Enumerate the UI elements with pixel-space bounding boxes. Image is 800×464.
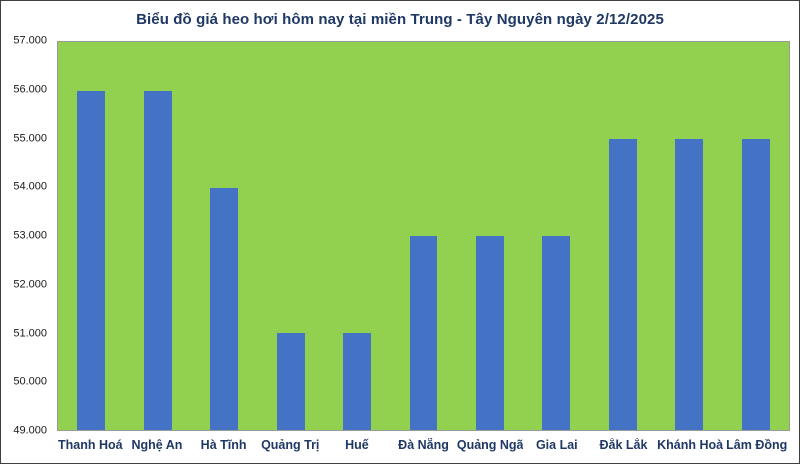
bar [210,187,239,430]
x-category-label: Đà Nẵng [398,438,449,452]
bar [608,139,637,430]
bar [276,333,305,430]
bar-slot [457,42,523,430]
x-category-label: Nghệ An [131,438,183,452]
bar [542,236,571,430]
y-tick-label: 56.000 [13,83,47,96]
y-tick-label: 57.000 [13,34,47,47]
chart-title: Biểu đồ giá heo hơi hôm nay tại miền Tru… [136,11,664,28]
x-category-label: Khánh Hoà [657,438,724,452]
x-category-label: Gia Lai [535,438,578,452]
bar-slot [656,42,722,430]
y-tick-label: 55.000 [13,132,47,144]
bar-slot [523,42,589,430]
bar-slot [390,42,456,430]
plot-area [57,41,790,431]
bar [675,139,704,430]
bar [343,333,371,430]
bar-slot [257,42,323,430]
bar [409,236,438,430]
y-tick-label: 54.000 [13,180,47,193]
bar [741,139,770,430]
bar [475,236,504,430]
y-tick-label: 51.000 [13,327,47,339]
bar-slot [58,42,124,430]
x-category-label: Lâm Đồng [726,438,788,452]
y-axis: 49.000 50.000 51.000 52.000 53.000 54.000 55.0… [1,35,53,436]
y-tick-label: 52.000 [13,278,47,291]
x-category-label: Huế [345,438,369,452]
x-category-label: Quảng Ngãi [456,438,524,452]
bar-slot [723,42,789,430]
x-category-label: Hà Tĩnh [200,438,247,452]
bar-slot [324,42,390,430]
x-category-label: Đắk Lắk [599,438,648,452]
y-tick-label: 50.000 [13,375,47,388]
y-tick-label: 53.000 [13,229,47,242]
x-axis: Thanh Hoá Nghệ An Hà Tĩnh Quảng Trị Huế Đà Nẵ… [57,438,790,456]
x-category-label: Thanh Hoá [58,438,123,452]
bar [143,90,172,430]
bar-slot [191,42,257,430]
x-category-label: Quảng Trị [261,438,320,452]
bar [77,90,106,430]
bar-slot [590,42,656,430]
y-tick-label: 49.000 [13,424,47,437]
bar-slot [124,42,190,430]
